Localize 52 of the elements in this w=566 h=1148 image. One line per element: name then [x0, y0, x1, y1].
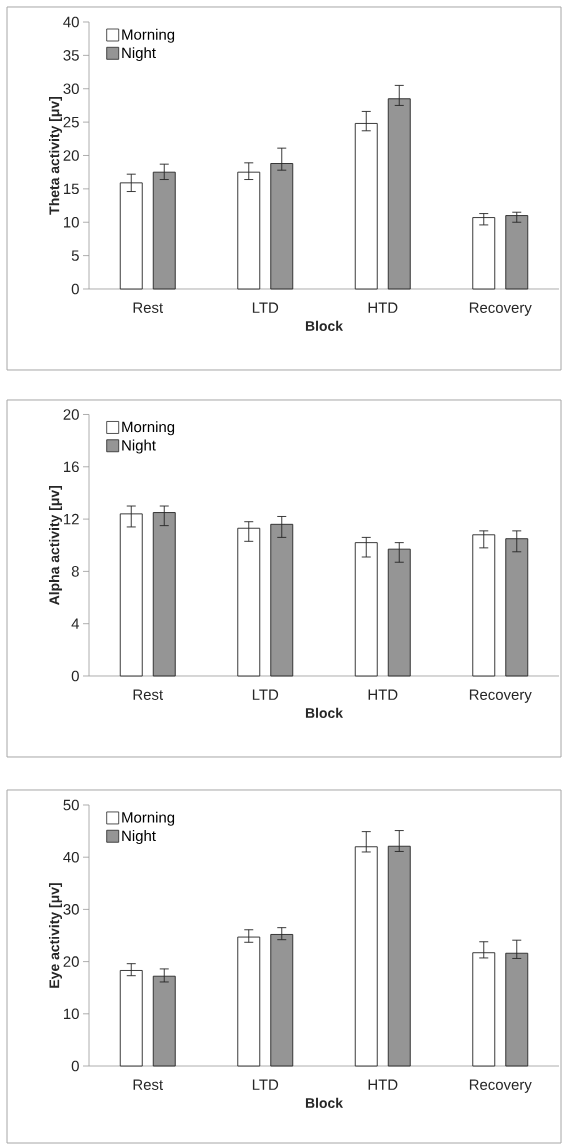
legend-label: Night [122, 830, 156, 845]
x-tick-label: Recovery [469, 302, 532, 316]
x-tick-label: Rest [133, 1079, 164, 1090]
x-tick-label: HTD [368, 1079, 398, 1090]
x-tick-label: LTD [252, 689, 279, 700]
x-tick-label: Recovery [469, 1079, 532, 1093]
y-tick-label: 25 [63, 116, 79, 128]
bar [354, 123, 378, 290]
y-axis-title: Alpha activity [μv] [49, 485, 63, 605]
y-tick-label: 35 [63, 50, 79, 61]
x-tick-label: Recovery [469, 689, 532, 703]
bar [119, 970, 143, 1067]
x-tick-label: Rest [133, 302, 164, 313]
bar [237, 171, 261, 290]
x-axis-title: Block [305, 320, 344, 331]
y-tick-label: 0 [71, 283, 79, 295]
legend-label: Morning [122, 28, 175, 43]
x-tick-label: LTD [252, 302, 279, 313]
y-tick-label: 40 [63, 16, 79, 28]
y-tick-label: 20 [63, 150, 79, 161]
y-tick-label: 15 [64, 183, 79, 195]
legend-label: Morning [122, 811, 175, 826]
x-axis-title: Block [305, 1097, 344, 1108]
y-tick-label: 30 [63, 83, 79, 95]
y-tick-label: 50 [63, 799, 79, 811]
x-tick-label: Rest [133, 689, 164, 700]
bar [472, 217, 496, 290]
y-tick-label: 4 [71, 618, 80, 629]
y-axis-title: Theta activity [μv] [49, 96, 63, 215]
legend-label: Night [122, 439, 156, 454]
x-tick-label: HTD [368, 302, 398, 313]
bar [237, 527, 261, 677]
x-axis-title: Block [305, 707, 344, 718]
y-tick-label: 5 [71, 250, 79, 261]
legend-label: Morning [122, 421, 175, 436]
y-tick-label: 12 [64, 513, 79, 525]
y-tick-label: 30 [63, 904, 79, 915]
y-tick-label: 20 [63, 956, 79, 967]
y-tick-label: 0 [71, 1060, 79, 1072]
x-tick-label: LTD [252, 1079, 279, 1090]
y-tick-label: 10 [64, 216, 79, 228]
y-tick-label: 16 [64, 461, 79, 473]
y-tick-label: 10 [64, 1008, 79, 1020]
y-tick-label: 20 [63, 409, 79, 420]
y-tick-label: 0 [71, 670, 79, 682]
bar [354, 542, 378, 677]
bar [472, 534, 496, 677]
y-axis-title: Eye activity [μv] [49, 883, 63, 988]
y-tick-label: 8 [71, 566, 79, 577]
x-tick-label: HTD [368, 689, 398, 700]
legend-label: Night [122, 47, 156, 62]
y-tick-label: 40 [63, 851, 79, 863]
